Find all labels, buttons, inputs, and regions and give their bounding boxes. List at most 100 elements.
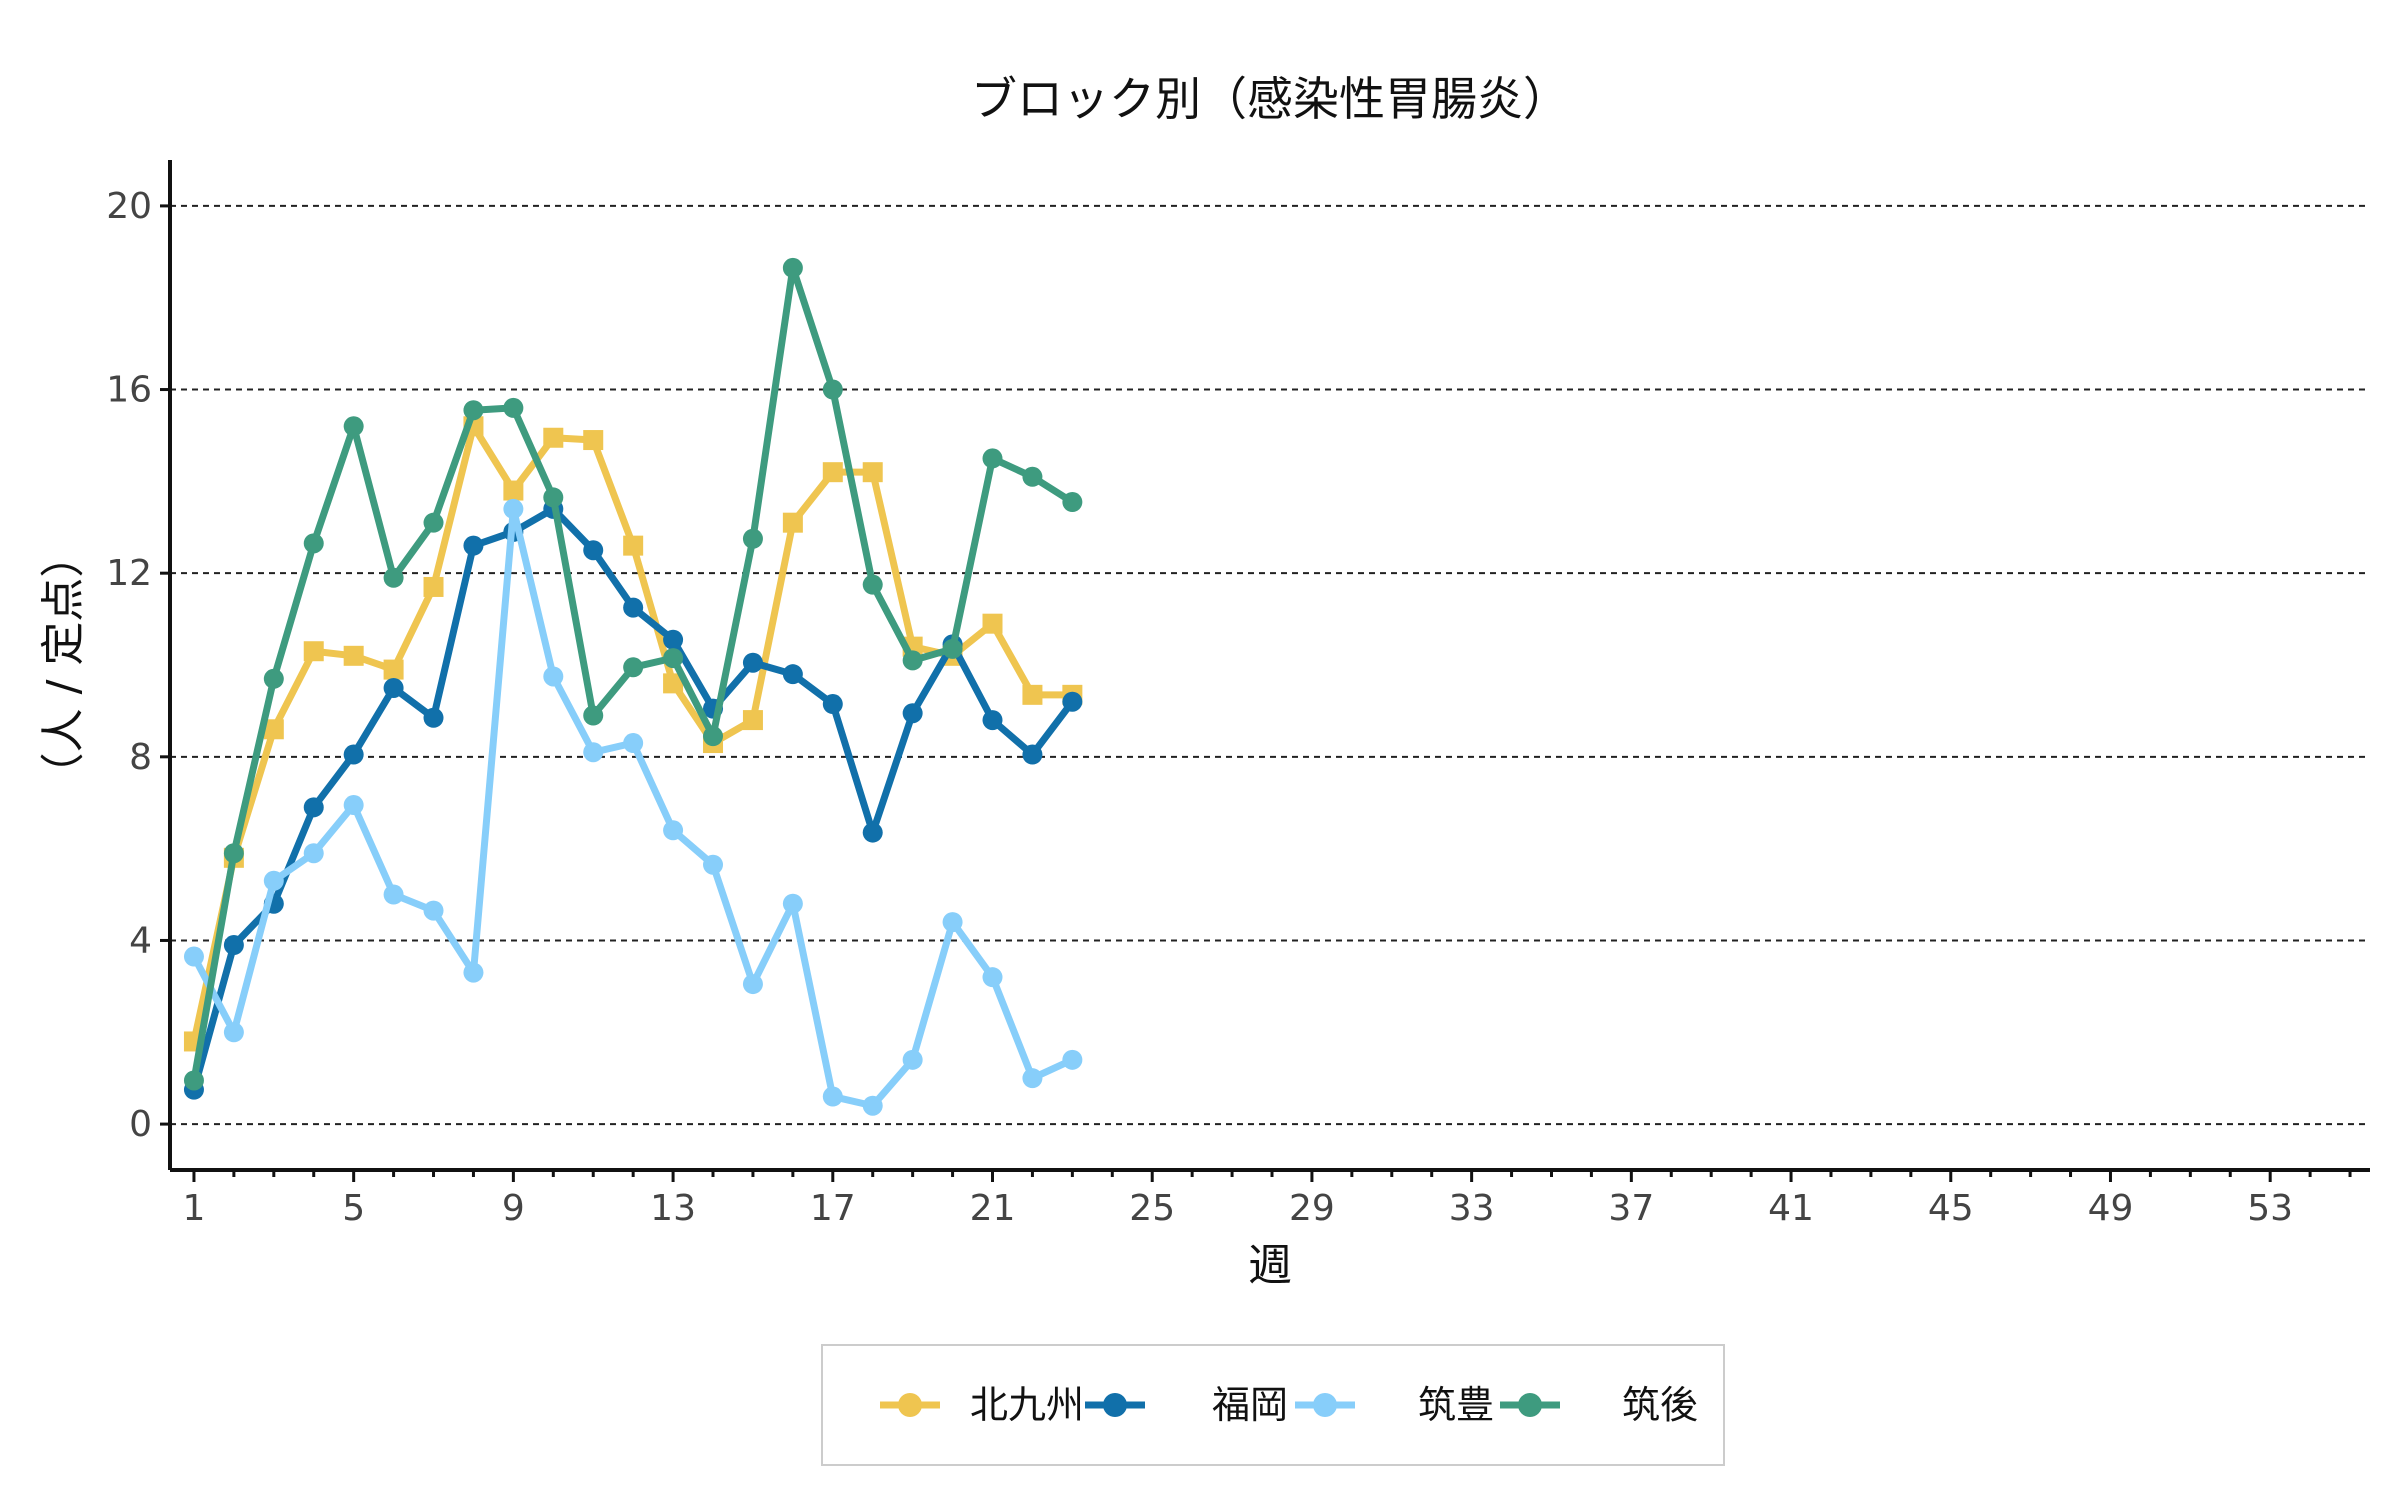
x-tick-label: 13 [650,1188,696,1229]
data-point [423,900,444,921]
data-point [383,567,404,588]
data-point [463,535,484,556]
data-point [343,744,364,765]
data-point [303,641,324,662]
data-point [822,1086,843,1107]
series-layer [183,257,1083,1116]
data-point [942,638,963,659]
data-point [663,673,684,694]
legend-label: 福岡 [1212,1383,1288,1427]
data-point [503,498,524,519]
series-2 [183,498,1083,1100]
data-point [902,1049,923,1070]
data-point [343,416,364,437]
data-point [742,652,763,673]
x-tick-label: 49 [2088,1188,2134,1229]
data-point [183,946,204,967]
data-point [583,430,604,451]
x-tick-label: 17 [810,1188,856,1229]
series-4 [183,257,1083,1091]
y-tick-label: 4 [129,920,152,961]
data-point [223,843,244,864]
data-point [1022,1068,1043,1089]
data-point [742,710,763,731]
data-point [782,664,803,685]
axes: 0 4 8 12 16 20 1 5 9 13 17 21 25 29 33 37 41 45 49 53 [106,160,2370,1229]
data-point [862,822,883,843]
data-point [223,935,244,956]
x-tick-label: 29 [1289,1188,1335,1229]
data-point [782,512,803,533]
data-point [263,870,284,891]
data-point [623,733,644,754]
legend-label: 北九州 [970,1383,1084,1427]
legend-swatch-marker [898,1393,922,1417]
data-point [982,448,1003,469]
data-point [623,597,644,618]
data-point [1062,492,1083,513]
data-point [982,613,1003,634]
data-point [982,967,1003,988]
x-tick-label: 41 [1768,1188,1814,1229]
data-point [623,535,644,556]
x-tick-label: 1 [183,1188,206,1229]
data-point [223,1022,244,1043]
data-point [263,668,284,689]
data-point [543,427,564,448]
x-axis-label: 週 [1248,1240,1292,1291]
y-tick-label: 8 [129,737,152,778]
data-point [862,462,883,483]
x-tick-label: 21 [970,1188,1016,1229]
legend: 北九州 福岡 筑豊 筑後 [821,1344,1725,1466]
legend-swatch-marker [1518,1393,1542,1417]
data-point [822,379,843,400]
legend-swatch-marker [1313,1393,1337,1417]
data-point [543,487,564,508]
data-point [1062,1049,1083,1070]
data-point [263,719,284,740]
data-point [1022,744,1043,765]
x-tick-label: 5 [342,1188,365,1229]
data-point [902,650,923,671]
data-point [782,893,803,914]
data-point [862,1095,883,1116]
data-point [583,705,604,726]
x-tick-label: 25 [1129,1188,1175,1229]
data-point [383,884,404,905]
x-tick-label: 37 [1608,1188,1654,1229]
x-tick-label: 33 [1449,1188,1495,1229]
data-point [742,974,763,995]
legend-swatch-marker [1103,1393,1127,1417]
data-point [463,962,484,983]
data-point [303,843,324,864]
series-line [190,505,1076,1094]
data-point [822,694,843,715]
x-tick-label: 53 [2247,1188,2293,1229]
data-point [503,480,524,501]
data-point [902,703,923,724]
data-point [423,707,444,728]
y-tick-label: 12 [106,553,152,594]
data-point [343,795,364,816]
data-point [703,854,724,875]
data-point [782,257,803,278]
x-tick-label: 9 [502,1188,525,1229]
data-point [623,657,644,678]
chart-title: ブロック別（感染性胃腸炎） [971,72,1569,126]
data-point [303,533,324,554]
legend-box [821,1344,1725,1466]
data-point [583,540,604,561]
y-axis-label: （人 / 定点） [38,534,89,797]
data-point [982,710,1003,731]
legend-label: 筑豊 [1418,1383,1494,1427]
data-point [663,820,684,841]
data-point [1022,684,1043,705]
legend-label: 筑後 [1622,1383,1698,1427]
y-tick-label: 20 [106,186,152,227]
data-point [583,742,604,763]
data-point [742,528,763,549]
data-point [822,462,843,483]
data-point [303,797,324,818]
data-point [1022,466,1043,487]
